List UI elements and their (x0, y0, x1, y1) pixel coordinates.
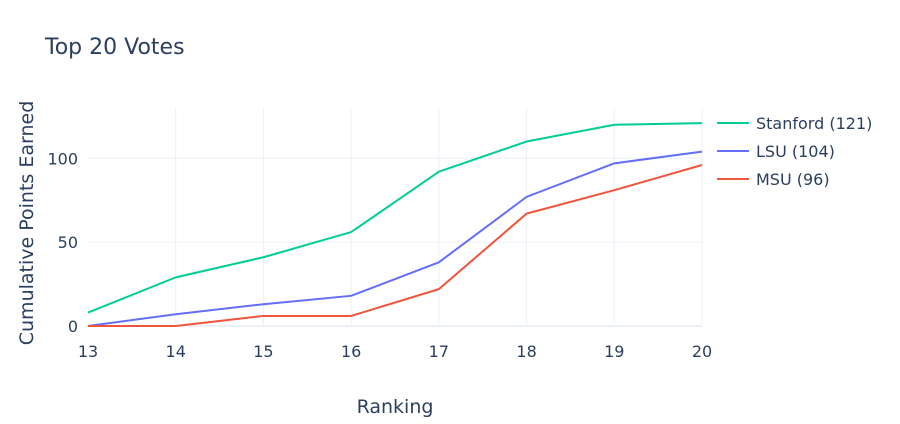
series-lines (87, 122, 703, 327)
legend-item-stanford[interactable]: Stanford (121) (717, 114, 872, 133)
x-axis-title: Ranking (357, 396, 434, 418)
y-tick-label: 50 (58, 233, 78, 252)
legend-item-lsu[interactable]: LSU (104) (717, 142, 835, 161)
x-tick-label: 15 (253, 342, 273, 361)
legend: Stanford (121) LSU (104) MSU (96) (717, 114, 872, 189)
series-line-lsu (87, 150, 703, 327)
x-tick-label: 14 (166, 342, 186, 361)
legend-label: MSU (96) (756, 170, 830, 189)
x-axis-ticks: 13 14 15 16 17 18 19 20 (78, 342, 712, 361)
x-tick-label: 19 (604, 342, 624, 361)
x-tick-label: 20 (692, 342, 712, 361)
x-tick-label: 17 (429, 342, 449, 361)
legend-label: LSU (104) (756, 142, 835, 161)
gridlines (88, 108, 703, 327)
chart-title: Top 20 Votes (44, 35, 185, 60)
x-tick-label: 13 (78, 342, 98, 361)
y-axis-title: Cumulative Points Earned (16, 101, 38, 346)
y-tick-label: 100 (47, 149, 78, 168)
legend-item-msu[interactable]: MSU (96) (717, 170, 830, 189)
series-line-stanford (87, 122, 703, 314)
series-line-msu (88, 164, 703, 327)
legend-label: Stanford (121) (756, 114, 872, 133)
x-tick-label: 16 (341, 342, 361, 361)
x-tick-label: 18 (516, 342, 536, 361)
y-tick-label: 0 (68, 317, 78, 336)
y-axis-ticks: 0 50 100 (47, 149, 78, 336)
